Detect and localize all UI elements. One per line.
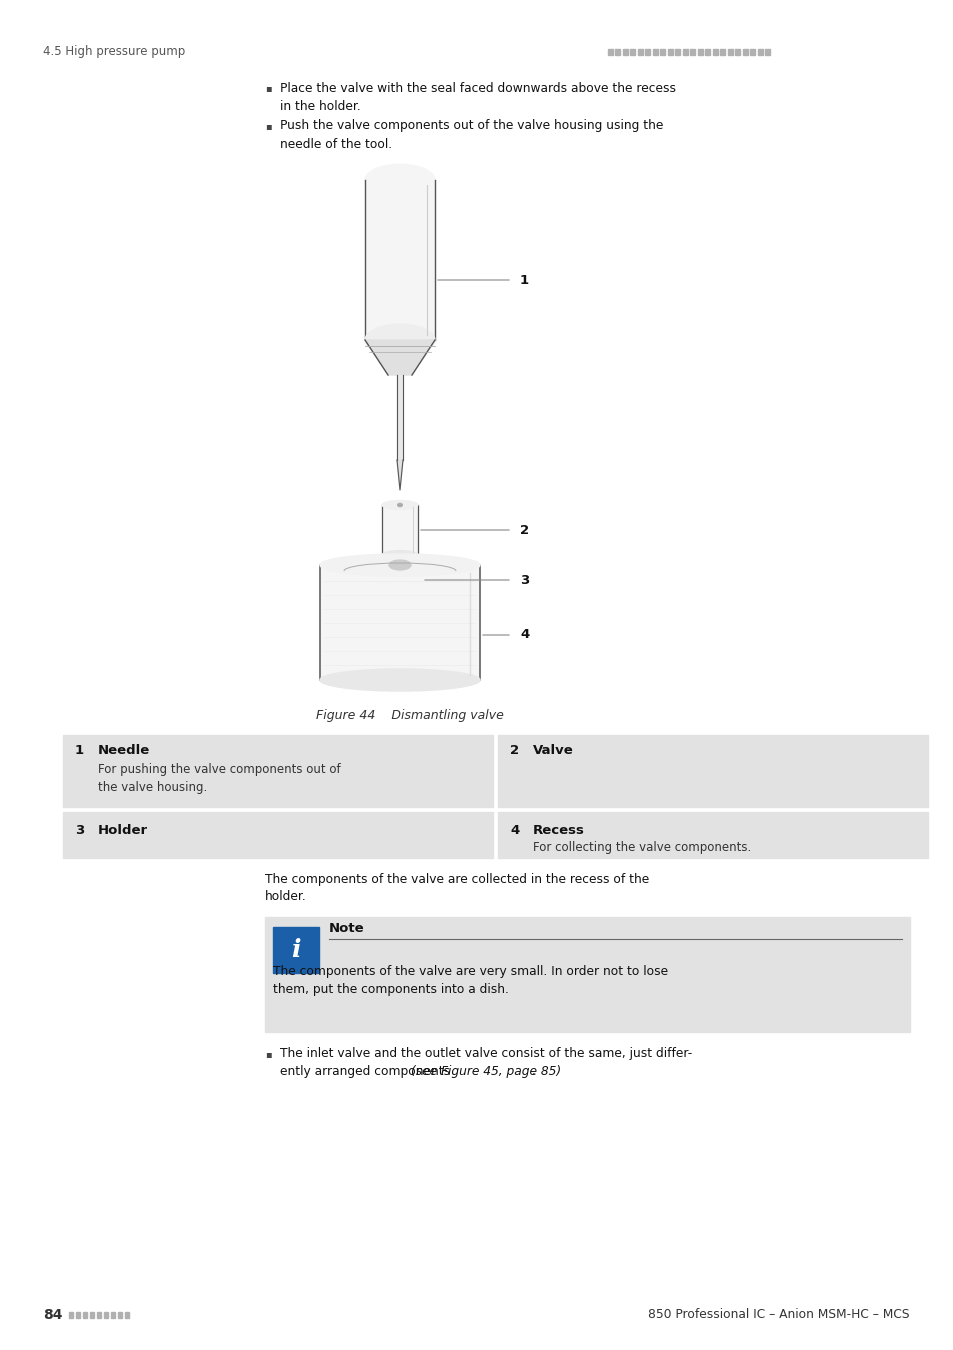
Bar <box>63 811 493 859</box>
Polygon shape <box>365 340 435 375</box>
Text: 4: 4 <box>519 629 529 641</box>
Text: (see Figure 45, page 85): (see Figure 45, page 85) <box>411 1065 560 1077</box>
Bar <box>638 49 642 55</box>
Bar <box>698 49 702 55</box>
Bar <box>125 1312 130 1318</box>
Text: i: i <box>291 938 300 963</box>
Text: the valve housing.: the valve housing. <box>98 780 207 794</box>
Bar <box>750 49 755 55</box>
Bar <box>764 49 770 55</box>
Ellipse shape <box>319 670 479 691</box>
Bar <box>727 49 732 55</box>
Bar <box>63 734 493 807</box>
Bar <box>705 49 710 55</box>
Bar <box>607 49 613 55</box>
Bar <box>83 1312 88 1318</box>
Polygon shape <box>365 180 435 340</box>
Ellipse shape <box>381 551 417 559</box>
Bar <box>111 1312 115 1318</box>
Text: them, put the components into a dish.: them, put the components into a dish. <box>273 984 508 996</box>
Bar <box>97 1312 101 1318</box>
Text: 2: 2 <box>510 744 518 756</box>
Text: holder.: holder. <box>265 891 307 903</box>
Bar <box>630 49 635 55</box>
Text: Holder: Holder <box>98 824 148 837</box>
Text: 84: 84 <box>43 1308 63 1322</box>
Text: Place the valve with the seal faced downwards above the recess: Place the valve with the seal faced down… <box>280 81 676 95</box>
Bar <box>758 49 762 55</box>
Polygon shape <box>396 460 402 490</box>
Bar <box>712 49 718 55</box>
Bar <box>645 49 650 55</box>
Ellipse shape <box>381 501 417 509</box>
Bar <box>497 811 927 859</box>
Text: Figure 44    Dismantling valve: Figure 44 Dismantling valve <box>315 709 503 721</box>
Text: Note: Note <box>329 922 364 936</box>
Ellipse shape <box>365 165 435 196</box>
Polygon shape <box>396 375 402 460</box>
Text: Recess: Recess <box>533 824 584 837</box>
Text: For pushing the valve components out of: For pushing the valve components out of <box>98 764 340 776</box>
Bar <box>90 1312 94 1318</box>
Text: Valve: Valve <box>533 744 573 756</box>
Text: ▪: ▪ <box>265 82 272 93</box>
Bar <box>104 1312 109 1318</box>
Text: 2: 2 <box>519 524 529 536</box>
Bar <box>265 917 909 1031</box>
Bar <box>622 49 627 55</box>
Bar <box>497 734 927 807</box>
Text: The components of the valve are very small. In order not to lose: The components of the valve are very sma… <box>273 965 667 979</box>
Bar <box>742 49 747 55</box>
Bar <box>652 49 658 55</box>
Text: The inlet valve and the outlet valve consist of the same, just differ-: The inlet valve and the outlet valve con… <box>280 1048 692 1061</box>
Text: 4: 4 <box>510 824 518 837</box>
Bar <box>76 1312 80 1318</box>
Ellipse shape <box>319 554 479 576</box>
Bar <box>118 1312 122 1318</box>
Polygon shape <box>381 505 417 555</box>
Text: 850 Professional IC – Anion MSM-HC – MCS: 850 Professional IC – Anion MSM-HC – MCS <box>648 1308 909 1322</box>
Text: 3: 3 <box>75 824 84 837</box>
Ellipse shape <box>365 324 435 356</box>
Bar <box>659 49 665 55</box>
Text: in the holder.: in the holder. <box>280 100 360 112</box>
Bar <box>735 49 740 55</box>
Ellipse shape <box>389 560 411 570</box>
Text: The components of the valve are collected in the recess of the: The components of the valve are collecte… <box>265 873 649 887</box>
Bar <box>667 49 672 55</box>
Text: ently arranged components: ently arranged components <box>280 1065 454 1077</box>
Bar <box>675 49 679 55</box>
Text: Push the valve components out of the valve housing using the: Push the valve components out of the val… <box>280 120 662 132</box>
Bar <box>682 49 687 55</box>
Text: ▪: ▪ <box>265 1049 272 1058</box>
Bar <box>720 49 724 55</box>
Text: .: . <box>531 1065 535 1077</box>
Text: ▪: ▪ <box>265 122 272 131</box>
Bar <box>69 1312 73 1318</box>
Bar <box>615 49 619 55</box>
Text: needle of the tool.: needle of the tool. <box>280 138 392 150</box>
Polygon shape <box>319 566 479 680</box>
Bar <box>273 927 318 973</box>
Text: 1: 1 <box>75 744 84 756</box>
Text: 4.5 High pressure pump: 4.5 High pressure pump <box>43 46 185 58</box>
Text: For collecting the valve components.: For collecting the valve components. <box>533 841 750 853</box>
Text: 3: 3 <box>519 574 529 586</box>
Text: Needle: Needle <box>98 744 150 756</box>
Bar <box>690 49 695 55</box>
Ellipse shape <box>397 504 402 506</box>
Text: 1: 1 <box>519 274 529 286</box>
